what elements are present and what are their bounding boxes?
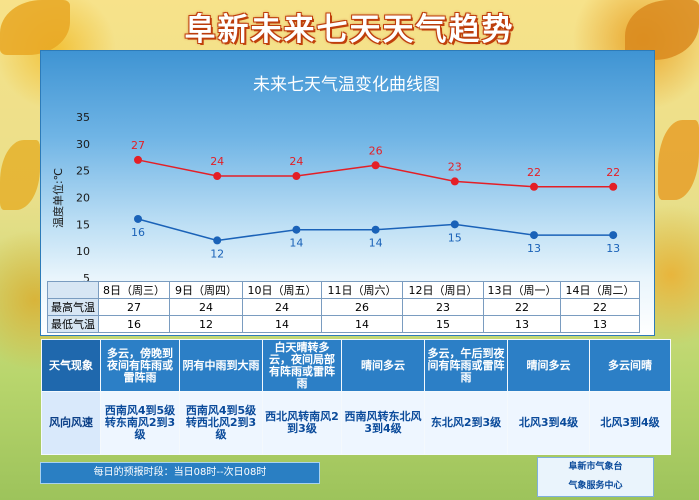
high-temp-point bbox=[530, 182, 538, 191]
high-temp-cell: 26 bbox=[321, 298, 403, 316]
date-cell: 9日（周四） bbox=[169, 281, 243, 299]
y-tick-label: 30 bbox=[76, 138, 90, 151]
low-label: 最低气温 bbox=[47, 315, 99, 333]
forecast-period: 每日的预报时段：当日08时--次日08时 bbox=[40, 462, 320, 484]
low-temp-point bbox=[134, 214, 142, 223]
high-temp-data-label: 23 bbox=[448, 160, 462, 173]
low-temp-cell: 12 bbox=[169, 315, 243, 333]
wind-cell: 西南风4到5级转西北风2到3级 bbox=[179, 391, 263, 455]
high-temp-cell: 27 bbox=[98, 298, 170, 316]
high-temp-cell: 22 bbox=[560, 298, 640, 316]
low-temp-cell: 13 bbox=[483, 315, 561, 333]
date-cell: 8日（周三） bbox=[98, 281, 170, 299]
high-temp-cell: 22 bbox=[483, 298, 561, 316]
low-temp-data-label: 12 bbox=[210, 247, 224, 260]
wind-row: 风向风速 西南风4到5级转东南风2到3级 西南风4到5级转西北风2到3级 西北风转南… bbox=[41, 391, 671, 455]
low-temp-point bbox=[213, 236, 222, 245]
temperature-chart: 5 10 15 20 25 30 35 温度单位:℃ 27 24 24 26 23 22 22 16 12 14… bbox=[51, 111, 620, 285]
date-cell: 12日（周日） bbox=[402, 281, 484, 299]
chart-title: 未来七天气温变化曲线图 bbox=[253, 75, 440, 95]
y-tick-label: 15 bbox=[76, 218, 90, 231]
wind-cell: 西南风转东北风3到4级 bbox=[341, 391, 425, 455]
low-temp-point bbox=[450, 220, 459, 229]
wind-label: 风向风速 bbox=[41, 391, 101, 455]
wind-cell: 北风3到4级 bbox=[507, 391, 590, 455]
weather-cell: 多云，傍晚到夜间有阵雨或雷阵雨 bbox=[100, 339, 180, 392]
high-temp-point bbox=[213, 172, 222, 181]
high-temp-cell: 23 bbox=[402, 298, 484, 316]
y-tick-label: 25 bbox=[76, 165, 90, 178]
weather-cell: 多云，午后到夜间有阵雨或雷阵雨 bbox=[424, 339, 508, 392]
wind-cell: 西南风4到5级转东南风2到3级 bbox=[100, 391, 180, 455]
low-temp-data-label: 13 bbox=[527, 242, 541, 255]
org-name-1: 阜新市气象台 bbox=[568, 462, 623, 472]
date-cell: 14日（周二） bbox=[560, 281, 640, 299]
date-row: 8日（周三） 9日（周四） 10日（周五） 11日（周六） 12日（周日） 13日（周一）… bbox=[47, 281, 640, 299]
weather-cell: 阴有中雨到大雨 bbox=[179, 339, 263, 392]
low-temp-data-label: 14 bbox=[289, 237, 303, 250]
low-temp-point bbox=[292, 225, 301, 234]
low-temp-data-label: 16 bbox=[131, 226, 145, 239]
low-temp-cell: 15 bbox=[402, 315, 484, 333]
date-cell: 13日（周一） bbox=[483, 281, 561, 299]
high-temp-data-label: 27 bbox=[131, 139, 145, 152]
low-temp-row: 最低气温 16 12 14 14 15 13 13 bbox=[47, 315, 640, 333]
weather-cell: 白天晴转多云，夜间局部有阵雨或雷阵雨 bbox=[262, 339, 342, 392]
main-title: 阜新未来七天天气趋势 bbox=[184, 12, 515, 48]
low-temp-data-label: 13 bbox=[606, 242, 620, 255]
y-tick-label: 20 bbox=[76, 192, 90, 205]
low-temp-point bbox=[530, 231, 538, 240]
weather-cell: 晴间多云 bbox=[507, 339, 590, 392]
high-temp-point bbox=[292, 172, 301, 181]
organization-box: 阜新市气象台 气象服务中心 bbox=[537, 457, 654, 497]
weather-table: 天气现象 多云，傍晚到夜间有阵雨或雷阵雨 阴有中雨到大雨 白天晴转多云，夜间局部有阵… bbox=[41, 339, 671, 455]
y-tick-label: 10 bbox=[76, 245, 90, 258]
high-temp-cell: 24 bbox=[242, 298, 322, 316]
weather-cell: 多云间晴 bbox=[589, 339, 671, 392]
y-axis-label: 温度单位:℃ bbox=[51, 168, 65, 228]
wind-cell: 北风3到4级 bbox=[589, 391, 671, 455]
low-temp-cell: 16 bbox=[98, 315, 170, 333]
low-temp-cell: 13 bbox=[560, 315, 640, 333]
low-temp-cell: 14 bbox=[321, 315, 403, 333]
corner-cell bbox=[47, 281, 99, 299]
low-temp-data-label: 14 bbox=[369, 237, 383, 250]
high-temp-data-label: 26 bbox=[369, 144, 383, 157]
low-temp-data-label: 15 bbox=[448, 231, 462, 244]
high-temp-cell: 24 bbox=[169, 298, 243, 316]
date-cell: 11日（周六） bbox=[321, 281, 403, 299]
weather-cell: 晴间多云 bbox=[341, 339, 425, 392]
date-cell: 10日（周五） bbox=[242, 281, 322, 299]
weather-label: 天气现象 bbox=[41, 339, 101, 392]
high-temp-point bbox=[371, 161, 380, 170]
high-temp-row: 最高气温 27 24 24 26 23 22 22 bbox=[47, 298, 640, 316]
org-name-2: 气象服务中心 bbox=[568, 481, 623, 491]
y-tick-label: 5 bbox=[83, 272, 90, 285]
low-temp-cell: 14 bbox=[242, 315, 322, 333]
wind-cell: 东北风2到3级 bbox=[424, 391, 508, 455]
weather-row: 天气现象 多云，傍晚到夜间有阵雨或雷阵雨 阴有中雨到大雨 白天晴转多云，夜间局部有阵… bbox=[41, 339, 671, 392]
high-temp-point bbox=[450, 177, 459, 186]
high-temp-data-label: 22 bbox=[606, 166, 620, 179]
wind-cell: 西北风转南风2到3级 bbox=[262, 391, 342, 455]
high-temp-data-label: 24 bbox=[289, 155, 303, 168]
high-label: 最高气温 bbox=[47, 298, 99, 316]
high-temp-data-label: 24 bbox=[210, 155, 224, 168]
low-temp-point bbox=[609, 231, 618, 240]
high-temp-data-label: 22 bbox=[527, 166, 541, 179]
high-temp-point bbox=[134, 155, 142, 164]
y-tick-label: 35 bbox=[76, 111, 90, 124]
high-temp-point bbox=[609, 182, 618, 191]
temperature-table: 8日（周三） 9日（周四） 10日（周五） 11日（周六） 12日（周日） 13日（周一）… bbox=[47, 281, 640, 333]
low-temp-point bbox=[371, 225, 380, 234]
